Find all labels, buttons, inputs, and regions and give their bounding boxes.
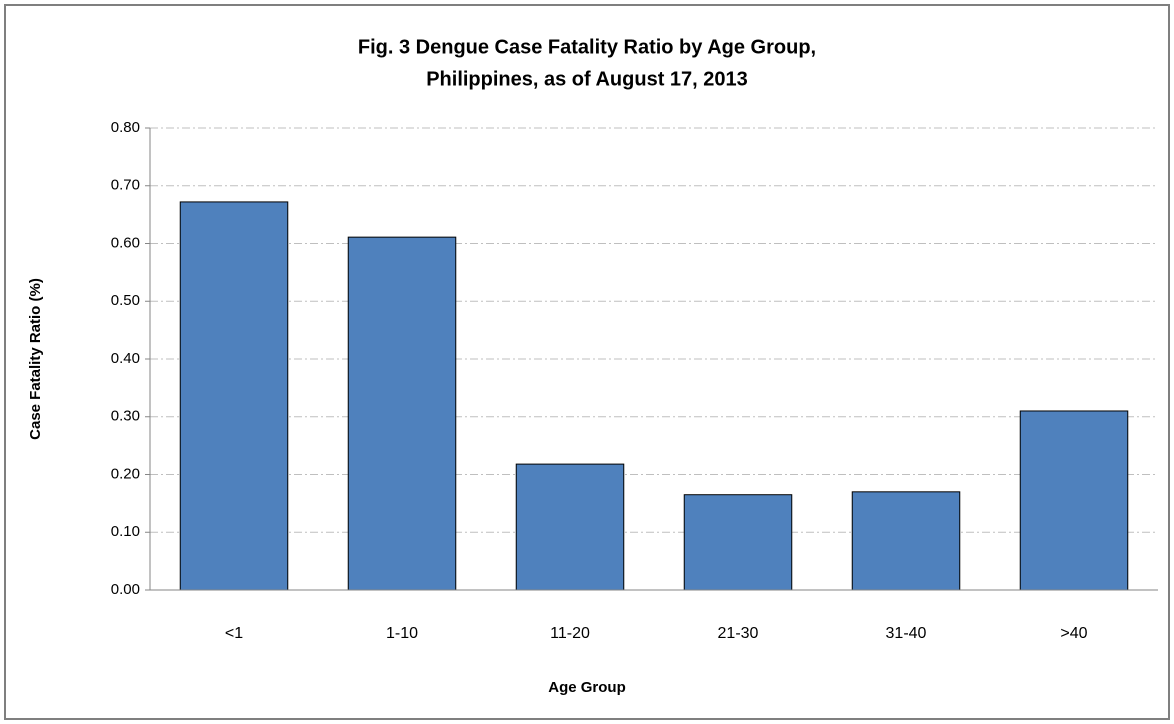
y-tick-label: 0.60 bbox=[111, 234, 140, 251]
y-tick-label: 0.20 bbox=[111, 465, 140, 482]
y-tick-label: 0.80 bbox=[111, 119, 140, 136]
x-tick-label: 11-20 bbox=[550, 625, 590, 642]
x-tick-label: 1-10 bbox=[386, 625, 418, 642]
x-tick-label: >40 bbox=[1060, 625, 1087, 642]
x-tick-label: 31-40 bbox=[886, 625, 927, 642]
x-tick-label: 21-30 bbox=[718, 625, 759, 642]
x-axis-title: Age Group bbox=[548, 679, 626, 696]
chart-title: Philippines, as of August 17, 2013 bbox=[426, 68, 748, 90]
bar bbox=[347, 236, 457, 591]
bar bbox=[515, 463, 625, 591]
chart-title: Fig. 3 Dengue Case Fatality Ratio by Age… bbox=[358, 36, 816, 58]
bar bbox=[1019, 410, 1129, 591]
y-tick-label: 0.70 bbox=[111, 177, 140, 194]
chart-frame bbox=[4, 4, 1170, 720]
y-tick-label: 0.00 bbox=[111, 581, 140, 598]
bar bbox=[851, 491, 961, 591]
y-tick-label: 0.30 bbox=[111, 408, 140, 425]
y-tick-label: 0.50 bbox=[111, 292, 140, 309]
y-tick-label: 0.10 bbox=[111, 523, 140, 540]
x-tick-label: <1 bbox=[225, 625, 243, 642]
y-axis-title: Case Fatality Ratio (%) bbox=[27, 278, 44, 440]
y-tick-label: 0.40 bbox=[111, 350, 140, 367]
bar bbox=[683, 494, 793, 591]
bar bbox=[179, 201, 289, 591]
